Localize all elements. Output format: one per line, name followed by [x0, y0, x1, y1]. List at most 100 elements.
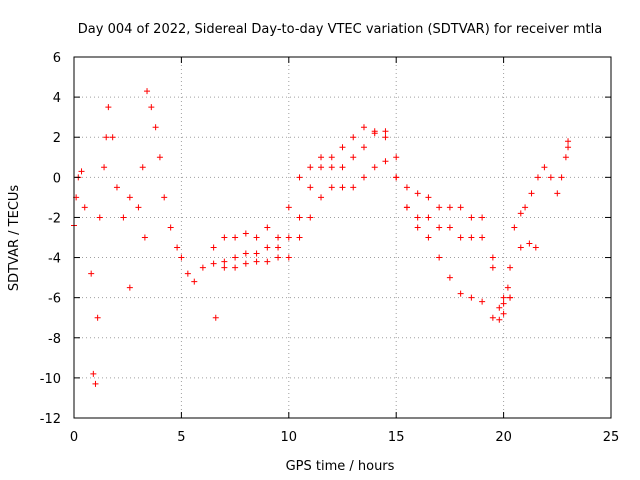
- data-point-marker: [425, 234, 432, 241]
- data-point-marker: [210, 244, 217, 251]
- data-point-marker: [436, 254, 443, 261]
- x-tick-label: 0: [70, 430, 78, 445]
- data-point-marker: [425, 194, 432, 201]
- data-point-marker: [296, 234, 303, 241]
- y-tick-label: 2: [53, 131, 61, 146]
- data-point-marker: [184, 270, 191, 277]
- data-point-marker: [191, 278, 198, 285]
- data-point-marker: [414, 190, 421, 197]
- data-point-marker: [534, 174, 541, 181]
- data-point-marker: [101, 164, 108, 171]
- data-point-marker: [139, 164, 146, 171]
- data-point-marker: [500, 300, 507, 307]
- data-point-marker: [253, 250, 260, 257]
- data-point-marker: [541, 164, 548, 171]
- data-point-marker: [232, 264, 239, 271]
- data-point-marker: [382, 158, 389, 165]
- data-point-marker: [264, 224, 271, 231]
- data-point-marker: [221, 234, 228, 241]
- data-point-marker: [285, 254, 292, 261]
- data-point-marker: [120, 214, 127, 221]
- data-point-marker: [296, 174, 303, 181]
- data-point-marker: [446, 274, 453, 281]
- data-point-marker: [360, 174, 367, 181]
- data-point-marker: [436, 204, 443, 211]
- y-tick-label: -2: [48, 211, 61, 226]
- data-point-marker: [350, 134, 357, 141]
- data-point-marker: [141, 234, 148, 241]
- data-point-marker: [174, 244, 181, 251]
- data-point-marker: [242, 230, 249, 237]
- data-point-marker: [221, 258, 228, 265]
- x-tick-label: 20: [495, 430, 512, 445]
- data-point-marker: [113, 184, 120, 191]
- data-point-marker: [88, 270, 95, 277]
- y-tick-label: -8: [48, 332, 61, 347]
- data-point-marker: [446, 224, 453, 231]
- data-point-marker: [403, 204, 410, 211]
- data-point-marker: [479, 298, 486, 305]
- data-point-marker: [109, 134, 116, 141]
- data-point-marker: [264, 244, 271, 251]
- data-point-marker: [511, 224, 518, 231]
- data-point-marker: [339, 184, 346, 191]
- series-group: [210, 130, 514, 301]
- data-point-marker: [360, 124, 367, 131]
- y-axis-label: SDTVAR / TECUs: [7, 185, 22, 292]
- data-point-marker: [253, 234, 260, 241]
- data-point-marker: [393, 154, 400, 161]
- series-group: [126, 234, 514, 321]
- data-point-marker: [94, 314, 101, 321]
- data-point-marker: [126, 284, 133, 291]
- data-point-marker: [339, 144, 346, 151]
- x-tick-label: 15: [388, 430, 405, 445]
- series-group: [511, 138, 572, 251]
- data-point-marker: [285, 204, 292, 211]
- data-point-marker: [436, 224, 443, 231]
- data-point-marker: [307, 184, 314, 191]
- data-point-marker: [328, 184, 335, 191]
- grid-layer: [74, 57, 611, 418]
- y-tick-label: -10: [40, 372, 61, 387]
- data-point-marker: [468, 214, 475, 221]
- data-point-marker: [414, 224, 421, 231]
- data-point-marker: [105, 104, 112, 111]
- data-point-marker: [199, 264, 206, 271]
- data-point-marker: [232, 234, 239, 241]
- data-point-marker: [479, 234, 486, 241]
- data-point-marker: [167, 224, 174, 231]
- data-point-marker: [360, 144, 367, 151]
- x-tick-label: 10: [281, 430, 298, 445]
- data-point-marker: [232, 254, 239, 261]
- data-point-marker: [161, 194, 168, 201]
- data-point-marker: [414, 214, 421, 221]
- data-point-marker: [253, 258, 260, 265]
- data-point-marker: [135, 204, 142, 211]
- data-point-marker: [489, 254, 496, 261]
- data-point-marker: [554, 190, 561, 197]
- data-point-marker: [242, 250, 249, 257]
- data-point-marker: [371, 130, 378, 137]
- data-point-marker: [350, 154, 357, 161]
- tick-layer: 0 5 10 15 20 25 -12 -10 -8 -6 -4 -2 0 2 4 6: [40, 51, 620, 445]
- data-point-marker: [507, 294, 514, 301]
- data-point-marker: [96, 214, 103, 221]
- data-point-marker: [468, 234, 475, 241]
- data-point-marker: [528, 190, 535, 197]
- data-point-marker: [565, 144, 572, 151]
- data-point-marker: [504, 284, 511, 291]
- data-point-marker: [371, 164, 378, 171]
- data-point-marker: [489, 264, 496, 271]
- data-point-marker: [307, 164, 314, 171]
- data-point-marker: [90, 370, 97, 377]
- y-tick-label: -12: [40, 412, 61, 427]
- data-point-marker: [517, 210, 524, 217]
- y-tick-label: -6: [48, 292, 61, 307]
- data-point-marker: [275, 244, 282, 251]
- data-point-marker: [457, 204, 464, 211]
- data-point-marker: [242, 260, 249, 267]
- series-group: [71, 88, 511, 387]
- y-tick-label: -4: [48, 252, 61, 267]
- series-group: [221, 158, 514, 323]
